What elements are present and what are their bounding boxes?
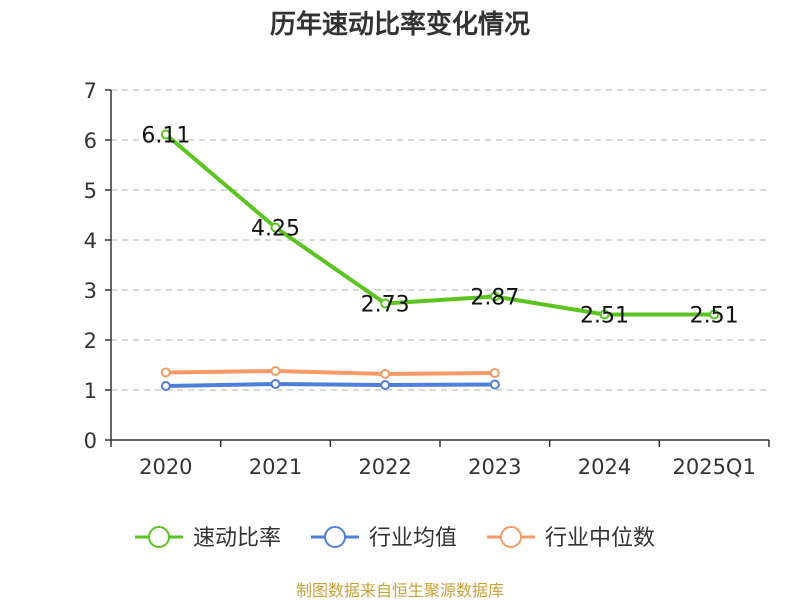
series-layer	[160, 129, 720, 391]
data-label-2024: 2.51	[580, 304, 629, 329]
series-2-point-2020[interactable]	[160, 367, 171, 378]
grid-layer	[111, 89, 769, 391]
y-tick-label-4: 4	[84, 229, 97, 253]
legend-label-1: 行业均值	[369, 526, 457, 551]
y-tick-label-7: 7	[84, 79, 97, 103]
y-tick-label-3: 3	[84, 279, 97, 303]
data-label-2023: 2.87	[470, 286, 519, 311]
y-tick-label-1: 1	[84, 379, 97, 403]
series-0-point-2021[interactable]	[270, 222, 281, 233]
data-label-2022: 2.73	[361, 293, 410, 318]
series-0-point-2024[interactable]	[599, 309, 610, 320]
x-tick-label-2025Q1: 2025Q1	[672, 455, 755, 479]
axis-layer: 0 1 2 3 4 5 6 7 2020 2021 2022 2023 2024 2025Q1	[84, 79, 770, 479]
legend-marker-0	[148, 526, 170, 548]
series-0-point-2020[interactable]	[160, 129, 171, 140]
series-0-point-2022[interactable]	[380, 298, 391, 309]
chart-title: 历年速动比率变化情况	[270, 9, 530, 40]
legend-marker-1	[324, 526, 346, 548]
series-line-1	[165, 382, 495, 388]
series-0-point-2023[interactable]	[489, 291, 500, 302]
y-tick-label-5: 5	[84, 179, 97, 203]
legend-label-2: 行业中位数	[545, 526, 655, 551]
series-0-point-2025Q1[interactable]	[709, 309, 720, 320]
x-tick-label-2024: 2024	[578, 455, 631, 479]
series-1-point-2022[interactable]	[380, 380, 391, 390]
legend[interactable]: 速动比率 行业均值 行业中位数	[135, 526, 655, 551]
data-label-2020: 6.11	[141, 124, 190, 149]
series-2-point-2023[interactable]	[489, 368, 500, 378]
series-1-point-2021[interactable]	[270, 379, 281, 389]
y-tick-label-6: 6	[84, 129, 97, 153]
legend-label-0: 速动比率	[193, 526, 281, 551]
legend-item-1[interactable]: 行业均值	[311, 526, 457, 551]
series-line-2	[165, 369, 495, 376]
source-note: 制图数据来自恒生聚源数据库	[296, 581, 504, 600]
series-2-point-2021[interactable]	[270, 366, 281, 376]
series-2-point-2022[interactable]	[380, 369, 391, 379]
data-label-2025Q1: 2.51	[690, 304, 739, 329]
legend-item-0[interactable]: 速动比率	[135, 526, 281, 551]
x-tick-label-2022: 2022	[358, 455, 411, 479]
data-label-layer: 6.11 4.25 2.73 2.87 2.51 2.51	[141, 124, 738, 329]
x-tick-label-2023: 2023	[468, 455, 521, 479]
y-tick-label-2: 2	[84, 329, 97, 353]
x-tick-label-2020: 2020	[139, 455, 192, 479]
x-tick-label-2021: 2021	[249, 455, 302, 479]
series-1-point-2023[interactable]	[489, 379, 500, 390]
legend-item-2[interactable]: 行业中位数	[487, 526, 655, 551]
series-line-0	[164, 132, 715, 317]
data-label-2021: 4.25	[251, 217, 300, 242]
y-tick-label-0: 0	[84, 429, 97, 453]
series-1-point-2020[interactable]	[160, 381, 171, 391]
legend-marker-2	[500, 526, 522, 548]
